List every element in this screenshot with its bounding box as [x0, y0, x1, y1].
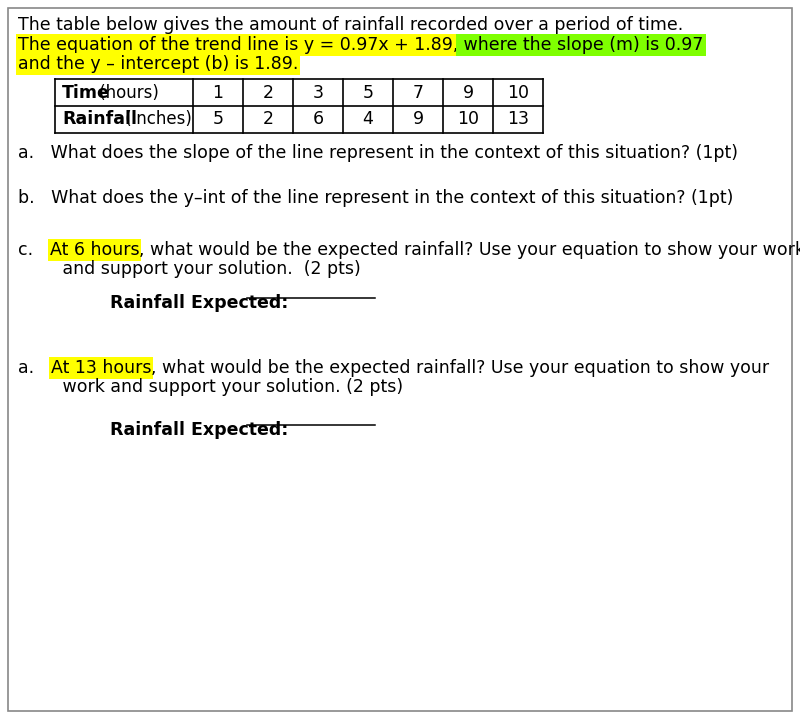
Text: 10: 10: [457, 111, 479, 129]
Text: 3: 3: [313, 83, 323, 101]
Text: At 13 hours: At 13 hours: [50, 359, 151, 377]
Text: work and support your solution. (2 pts): work and support your solution. (2 pts): [35, 378, 403, 396]
Text: , what would be the expected rainfall? Use your equation to show your: , what would be the expected rainfall? U…: [151, 359, 770, 377]
Text: 5: 5: [362, 83, 374, 101]
Text: 10: 10: [507, 83, 529, 101]
Text: Rainfall Expected:: Rainfall Expected:: [110, 294, 288, 312]
Text: The equation of the trend line is y = 0.97x + 1.89,: The equation of the trend line is y = 0.…: [18, 36, 458, 54]
Text: 13: 13: [507, 111, 529, 129]
Text: and the y – intercept (b) is 1.89.: and the y – intercept (b) is 1.89.: [18, 55, 298, 73]
Text: (hours): (hours): [94, 83, 159, 101]
Text: c.: c.: [18, 241, 50, 259]
Text: a.   What does the slope of the line represent in the context of this situation?: a. What does the slope of the line repre…: [18, 144, 738, 162]
Text: 2: 2: [262, 111, 274, 129]
Text: 9: 9: [462, 83, 474, 101]
Text: , what would be the expected rainfall? Use your equation to show your work: , what would be the expected rainfall? U…: [139, 241, 800, 259]
Text: b.   What does the y–int of the line represent in the context of this situation?: b. What does the y–int of the line repre…: [18, 189, 734, 207]
Text: 5: 5: [213, 111, 223, 129]
Text: where the slope (m) is 0.97: where the slope (m) is 0.97: [458, 36, 704, 54]
Text: At 6 hours: At 6 hours: [50, 241, 139, 259]
Text: (inches): (inches): [120, 111, 192, 129]
Text: The table below gives the amount of rainfall recorded over a period of time.: The table below gives the amount of rain…: [18, 16, 683, 34]
Text: 4: 4: [362, 111, 374, 129]
Text: 9: 9: [413, 111, 423, 129]
Text: 2: 2: [262, 83, 274, 101]
Text: a.: a.: [18, 359, 50, 377]
Text: 7: 7: [413, 83, 423, 101]
Text: Rainfall Expected:: Rainfall Expected:: [110, 421, 288, 439]
Text: 6: 6: [313, 111, 323, 129]
Text: and support your solution.  (2 pts): and support your solution. (2 pts): [35, 260, 361, 278]
Text: The equation of the trend line is y = 0.97x + 1.89,: The equation of the trend line is y = 0.…: [18, 36, 458, 54]
Text: Time: Time: [62, 83, 110, 101]
Text: Rainfall: Rainfall: [62, 111, 137, 129]
Text: 1: 1: [213, 83, 223, 101]
